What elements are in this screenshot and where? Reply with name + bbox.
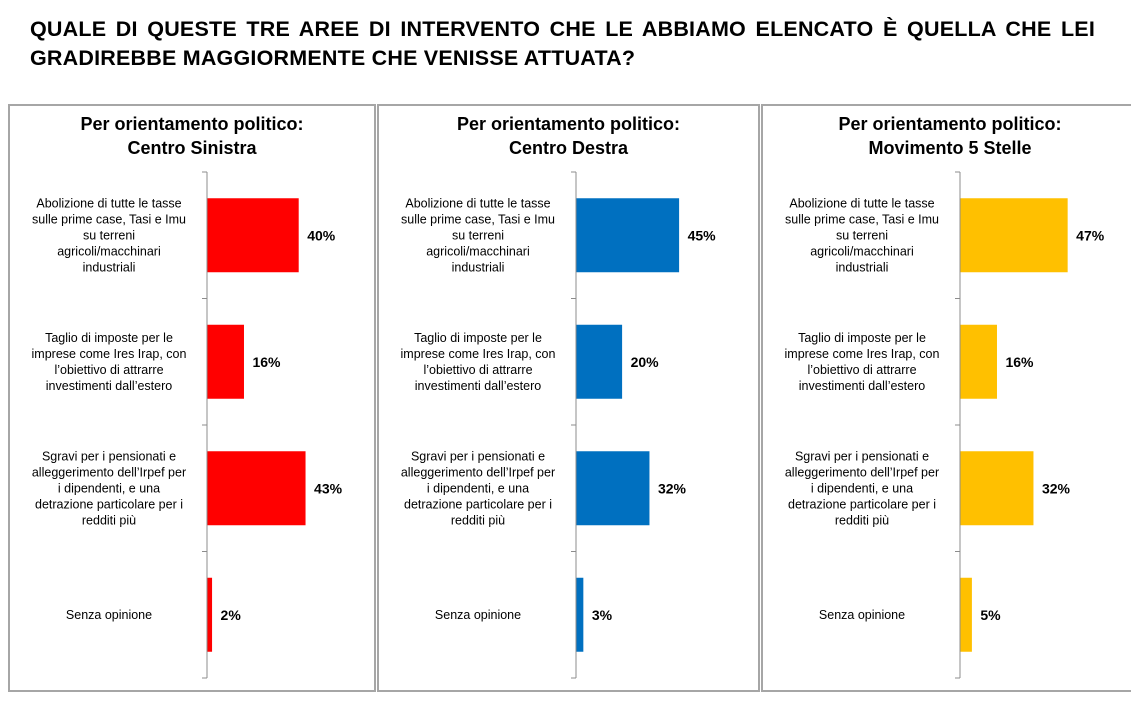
bar xyxy=(207,577,213,652)
bar xyxy=(576,324,623,399)
bar xyxy=(960,324,997,399)
panel-title: Per orientamento politico: Centro Sinist… xyxy=(10,112,374,160)
bar xyxy=(960,198,1068,273)
category-label: Senza opinione xyxy=(66,608,152,622)
value-label: 47% xyxy=(1076,227,1105,243)
value-label: 20% xyxy=(631,354,660,370)
value-label: 32% xyxy=(658,480,687,496)
panel-title: Per orientamento politico: Movimento 5 S… xyxy=(763,112,1131,160)
panel-title-line-2: Centro Destra xyxy=(508,138,629,158)
category-label: Taglio di imposte per le imprese come Ire… xyxy=(401,331,556,393)
category-label: Sgravi per i pensionati e alleggerimento … xyxy=(401,449,555,527)
value-label: 5% xyxy=(980,607,1001,623)
panel-centro-destra: Per orientamento politico: Centro Destra… xyxy=(377,104,760,692)
value-label: 16% xyxy=(252,354,281,370)
category-label: Taglio di imposte per le imprese come Ire… xyxy=(32,331,187,393)
bar xyxy=(576,577,584,652)
value-label: 45% xyxy=(688,227,717,243)
panel-title-line-2: Movimento 5 Stelle xyxy=(868,138,1032,158)
bar-chart-centro-destra: 45% Abolizione di tutte le tasse sulle pri… xyxy=(401,171,717,679)
value-label: 16% xyxy=(1005,354,1034,370)
panel-title: Per orientamento politico: Centro Destra xyxy=(379,112,758,160)
value-label: 43% xyxy=(314,480,343,496)
category-label: Sgravi per i pensionati e alleggerimento … xyxy=(785,449,939,527)
category-label: Abolizione di tutte le tasse sulle prime … xyxy=(401,196,555,274)
bar-chart-movimento-5-stelle: 47% Abolizione di tutte le tasse sulle pri… xyxy=(785,171,1105,679)
bar xyxy=(576,198,680,273)
category-label: Abolizione di tutte le tasse sulle prime … xyxy=(32,196,186,274)
value-label: 32% xyxy=(1042,480,1071,496)
value-label: 40% xyxy=(307,227,336,243)
panel-title-line-1: Per orientamento politico: xyxy=(456,114,681,134)
bar xyxy=(207,451,306,526)
category-label: Sgravi per i pensionati e alleggerimento … xyxy=(32,449,186,527)
page-title: QUALE DI QUESTE TRE AREE DI INTERVENTO C… xyxy=(30,17,1095,70)
value-label: 2% xyxy=(221,607,242,623)
panel-centro-sinistra: Per orientamento politico: Centro Sinist… xyxy=(8,104,376,692)
category-label: Senza opinione xyxy=(819,608,905,622)
bar-chart-centro-sinistra: 40% Abolizione di tutte le tasse sulle pri… xyxy=(32,171,343,679)
panel-movimento-5-stelle: Per orientamento politico: Movimento 5 S… xyxy=(761,104,1131,692)
bar xyxy=(960,577,972,652)
panel-title-line-2: Centro Sinistra xyxy=(127,138,257,158)
category-label: Senza opinione xyxy=(435,608,521,622)
bar xyxy=(207,324,244,399)
panel-title-line-1: Per orientamento politico: xyxy=(838,114,1062,134)
panel-title-line-1: Per orientamento politico: xyxy=(80,114,304,134)
bar xyxy=(960,451,1034,526)
category-label: Abolizione di tutte le tasse sulle prime … xyxy=(785,196,939,274)
bar xyxy=(207,198,299,273)
value-label: 3% xyxy=(592,607,613,623)
bar xyxy=(576,451,650,526)
category-label: Taglio di imposte per le imprese come Ire… xyxy=(785,331,940,393)
